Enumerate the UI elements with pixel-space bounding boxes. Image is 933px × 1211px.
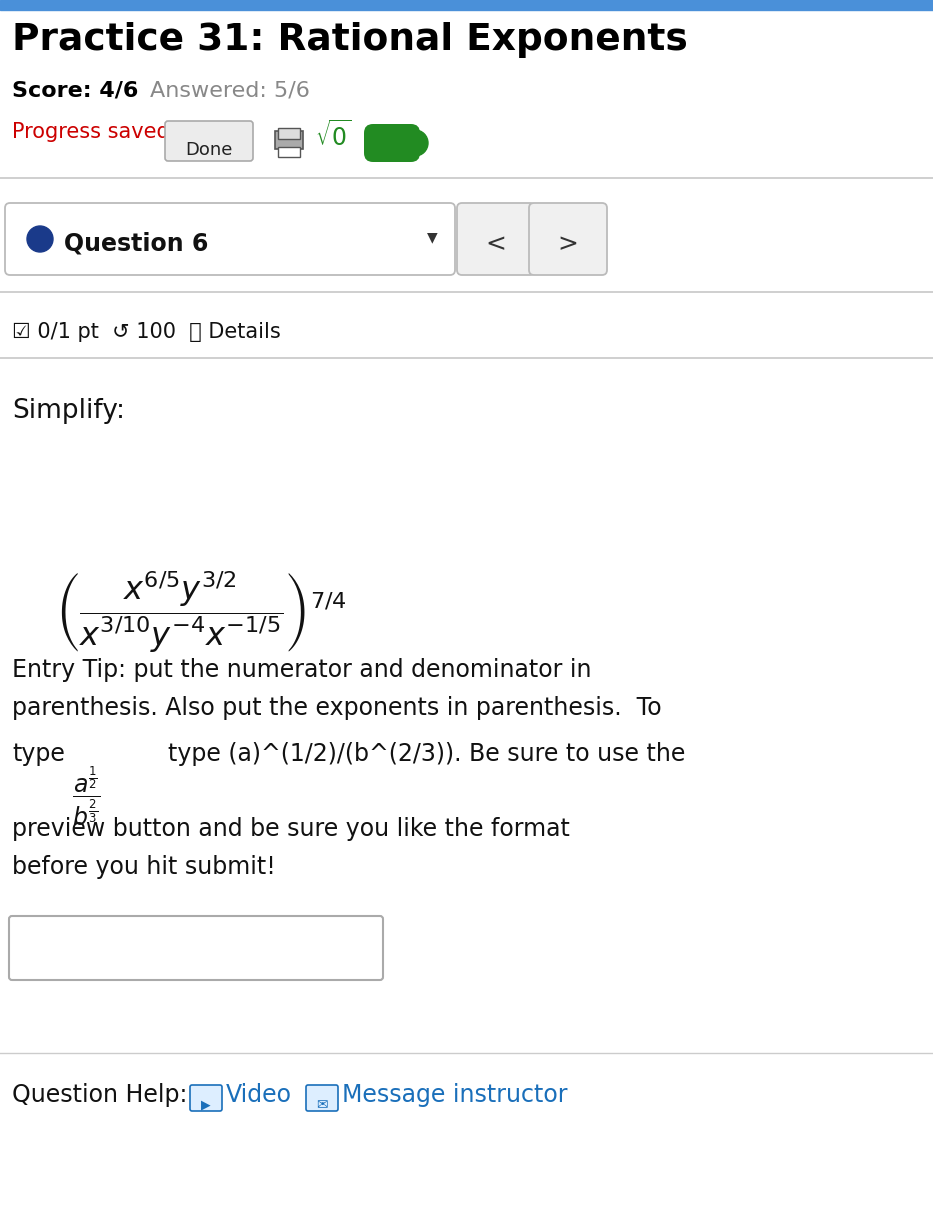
- Text: Practice 31: Rational Exponents: Practice 31: Rational Exponents: [12, 22, 688, 58]
- Text: type: type: [12, 742, 65, 767]
- Text: Question 6: Question 6: [64, 233, 208, 256]
- FancyBboxPatch shape: [5, 203, 455, 275]
- Text: preview button and be sure you like the format: preview button and be sure you like the …: [12, 817, 570, 840]
- Text: Answered: 5/6: Answered: 5/6: [150, 80, 310, 101]
- Text: type (a)^(1/2)/(b^(2/3)). Be sure to use the: type (a)^(1/2)/(b^(2/3)). Be sure to use…: [168, 742, 686, 767]
- Bar: [0, 0, 933, 10]
- Text: Score: 4/6: Score: 4/6: [12, 80, 138, 101]
- Text: parenthesis. Also put the exponents in parenthesis.  To: parenthesis. Also put the exponents in p…: [12, 696, 661, 721]
- FancyBboxPatch shape: [529, 203, 607, 275]
- Text: $\left(\dfrac{x^{6/5}y^{3/2}}{x^{3/10}y^{-4}x^{-1/5}}\right)^{7/4}$: $\left(\dfrac{x^{6/5}y^{3/2}}{x^{3/10}y^…: [55, 570, 347, 655]
- Text: before you hit submit!: before you hit submit!: [12, 855, 276, 879]
- Circle shape: [27, 226, 53, 252]
- Text: Message instructor: Message instructor: [342, 1083, 567, 1107]
- Text: ▼: ▼: [426, 230, 438, 243]
- Text: <: <: [485, 233, 507, 256]
- Text: $\dfrac{a^{\frac{1}{2}}}{b^{\frac{2}{3}}}$: $\dfrac{a^{\frac{1}{2}}}{b^{\frac{2}{3}}…: [72, 764, 101, 827]
- Text: ☑ 0/1 pt  ↺ 100  ⓘ Details: ☑ 0/1 pt ↺ 100 ⓘ Details: [12, 322, 281, 342]
- Circle shape: [402, 130, 428, 156]
- FancyBboxPatch shape: [364, 124, 420, 162]
- FancyBboxPatch shape: [306, 1085, 338, 1110]
- FancyBboxPatch shape: [9, 916, 383, 980]
- Text: Entry Tip: put the numerator and denominator in: Entry Tip: put the numerator and denomin…: [12, 658, 592, 682]
- Bar: [275, 131, 303, 149]
- Text: Done: Done: [186, 140, 232, 159]
- Text: Simplify:: Simplify:: [12, 398, 125, 424]
- Bar: [278, 147, 300, 157]
- Text: >: >: [558, 233, 578, 256]
- Text: Question Help:: Question Help:: [12, 1083, 188, 1107]
- Text: $\sqrt{0}$: $\sqrt{0}$: [315, 120, 352, 150]
- Text: ✉: ✉: [316, 1098, 327, 1112]
- Bar: [278, 128, 300, 139]
- FancyBboxPatch shape: [165, 121, 253, 161]
- Text: Video: Video: [226, 1083, 292, 1107]
- Text: ▶: ▶: [202, 1098, 211, 1110]
- Text: Progress saved: Progress saved: [12, 122, 170, 142]
- FancyBboxPatch shape: [190, 1085, 222, 1110]
- FancyBboxPatch shape: [457, 203, 535, 275]
